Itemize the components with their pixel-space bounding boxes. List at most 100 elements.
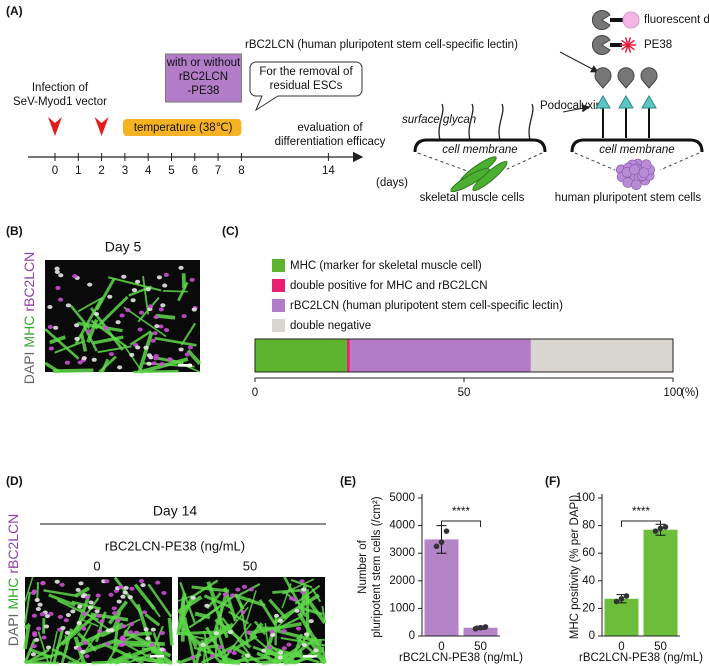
micrograph-texture [48,611,54,616]
micrograph-texture [233,597,251,619]
micrograph-texture [221,617,252,657]
micrograph-texture [35,606,41,611]
x-tick-label: 0 [438,641,444,653]
micrograph-texture [181,626,203,647]
micrograph-texture [179,582,196,624]
micrograph-texture [51,647,80,665]
micrograph-texture [143,345,149,350]
micrograph-texture [138,579,145,584]
micrograph-texture [24,576,34,602]
timeline-tick-label: 0 [52,165,58,177]
timeline-unit: (days) [376,177,408,189]
panel-label: (F) [545,474,560,488]
label: with or without [166,57,241,69]
legend-swatch [272,299,285,312]
timeline-tick-label: 8 [238,165,244,177]
micrograph-texture [279,616,300,629]
micrograph-texture [227,630,234,635]
data-point [652,528,659,534]
micrograph-texture [129,352,135,357]
micrograph-texture [47,324,53,329]
axes [421,494,500,637]
micrograph-texture [281,629,287,634]
micrograph-texture [128,622,134,627]
micrograph-texture [58,273,64,278]
arrow [562,104,590,113]
micrograph-texture [43,589,78,598]
micrograph-texture [155,580,161,585]
micrograph-texture [244,653,251,658]
micrograph-texture [261,648,267,653]
micrograph-texture [54,579,60,584]
podocalyxin-icon [641,95,657,109]
micrograph-texture [65,303,71,308]
micrograph-texture [154,336,197,347]
significance: **** [452,506,470,518]
micrograph-texture [303,594,327,625]
micrograph-texture [217,645,223,650]
micrograph-texture [72,274,78,279]
micrograph-texture [167,357,173,362]
micrograph-texture [31,644,37,649]
label: 0 [93,558,100,573]
y-tick-label: 0 [589,630,595,642]
guide [417,152,543,173]
micrograph-texture [248,587,254,592]
micrograph-texture [214,633,218,658]
micrograph-texture [80,638,118,655]
lectin-icon [594,67,612,89]
micrograph-texture [129,643,149,648]
micrograph-texture [204,603,210,608]
micrograph-texture [142,276,150,315]
micrograph-texture [159,647,165,652]
micrograph-texture [222,623,252,661]
bar-segment [255,339,347,372]
toxin-icon [627,44,632,53]
stain-word: DAPI [21,352,37,385]
micrograph-texture [92,335,124,345]
toxin-icon [624,37,629,46]
micrograph-texture [96,613,102,618]
micrograph-texture [81,626,87,631]
micrograph-texture [45,645,52,650]
micrograph-texture [231,650,237,655]
micrograph-texture [143,627,149,632]
stain-word: DAPI [5,614,21,647]
micrograph-texture [58,297,64,302]
legend-label: double negative [290,320,371,332]
stain-word: rBC2LCN [5,514,21,574]
data-point [657,525,664,532]
bar-segment [349,339,531,372]
label: PE38 [644,39,672,51]
micrograph-texture [297,612,325,654]
stain-word: rBC2LCN [21,252,37,312]
muscle-cell [450,167,490,193]
micrograph-texture [31,589,37,594]
lectin-icon [640,67,658,89]
micrograph-texture [60,613,97,646]
micrograph-texture [107,294,113,299]
micrograph-texture [80,649,86,654]
label: For the removal of [259,66,353,78]
micrograph-texture [48,593,76,607]
micrograph-texture [84,595,90,600]
treatment-box [165,53,242,103]
micrograph-texture [107,600,129,625]
micrograph-texture [161,590,167,595]
micrograph-texture [40,581,46,586]
bar [463,627,498,636]
micrograph-texture [308,619,314,624]
micrograph-texture [53,325,59,330]
micrograph-texture [129,330,152,346]
stain-word: MHC [21,316,37,348]
micrograph-texture [303,632,310,637]
x-unit: (%) [681,387,699,399]
toxin-icon [621,39,629,46]
panel-label: (C) [222,224,239,238]
micrograph-texture [131,288,138,293]
micrograph-texture [111,611,118,616]
micrograph-texture [153,356,159,361]
stain-label: DAPI MHC rBC2LCN [5,514,21,646]
toxin-icon [624,44,629,53]
micrograph-texture [113,576,144,615]
